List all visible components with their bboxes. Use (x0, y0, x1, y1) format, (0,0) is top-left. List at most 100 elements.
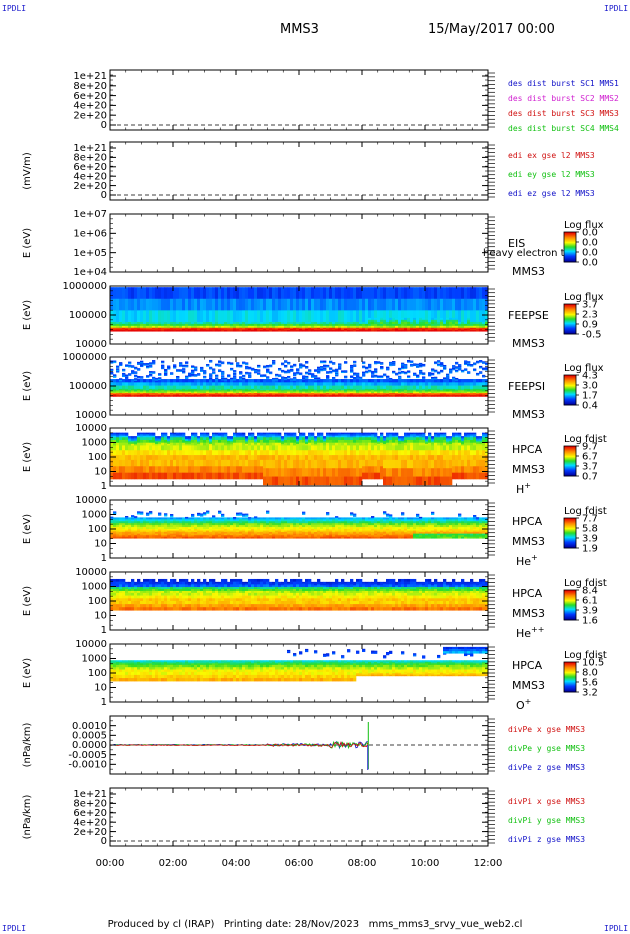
instrument-label: HPCA (512, 515, 543, 528)
ytick-label: 1 (101, 625, 107, 636)
colorbar: 4.33.01.70.4 (563, 371, 598, 412)
ylabel-p9: E (eV) (22, 658, 33, 688)
spacecraft-label: MMS3 (512, 337, 545, 350)
colorbar-tick-label: 0.0 (582, 258, 598, 269)
instrument-label: HPCA (512, 659, 543, 672)
ytick-label: 0.0010 (72, 721, 107, 732)
colorbar-tick-label: 0.0 (582, 238, 598, 249)
colorbar-title: Log flux (564, 292, 604, 303)
ylabel-p7: E (eV) (22, 514, 33, 544)
spectrogram-feepsi (110, 359, 489, 397)
xtick-label: 06:00 (285, 858, 314, 869)
xtick-label: 08:00 (348, 858, 377, 869)
ytick-label: 8e+20 (73, 799, 107, 810)
ytick-label: 1000000 (62, 281, 107, 292)
ytick-label: 0.0000 (72, 740, 107, 751)
ytick-label: 0 (101, 120, 107, 131)
ytick-label: 6e+20 (73, 91, 107, 102)
species-label: He++ (516, 625, 544, 640)
ytick-label: 100 (88, 452, 107, 463)
ytick-label: 0 (101, 190, 107, 201)
spacecraft-label: MMS3 (512, 607, 545, 620)
ylabel-p11: (nPa/km) (22, 795, 33, 840)
ytick-label: 8e+20 (73, 81, 107, 92)
ytick-label: 10000 (75, 639, 107, 650)
ytick-label: -0.0010 (68, 760, 107, 771)
corner-label-bottom-left: IPDLI (2, 924, 27, 933)
colorbar: 3.72.30.9-0.5 (563, 300, 602, 341)
colorbar-title: Log fdist (564, 650, 607, 661)
ytick-label: 1000 (82, 582, 107, 593)
colorbar-tick-label: 4.3 (582, 371, 598, 382)
colorbar-title: Log fdist (564, 506, 607, 517)
ytick-label: 8e+20 (73, 153, 107, 164)
ytick-label: 2e+20 (73, 181, 107, 192)
overlap-note: heavy electron to (483, 248, 571, 259)
instrument-label: HPCA (512, 443, 543, 456)
spacecraft-label: MMS3 (512, 463, 545, 476)
ytick-label: 4e+20 (73, 817, 107, 828)
ylabel-p8: E (eV) (22, 586, 33, 616)
frame-p3 (109, 213, 489, 273)
colorbar-tick-label: 3.9 (582, 534, 598, 545)
ytick-label: 10000 (75, 495, 107, 506)
legend-entry: des dist burst SC1 MMS1 (508, 79, 619, 88)
colorbar-tick-label: 5.6 (582, 678, 598, 689)
ytick-label: 6e+20 (73, 162, 107, 173)
legend-entry: edi ey gse l2 MMS3 (508, 170, 595, 179)
panel-p7: 10000 1000 100 10 1 E (eV) HPCA MMS3 He+ Log fdis… (22, 495, 607, 568)
ytick-label: 100 (88, 668, 107, 679)
colorbar-tick-label: 1.7 (582, 391, 598, 402)
legend-entry: divPe z gse MMS3 (508, 763, 585, 772)
spacecraft-label: MMS3 (512, 265, 545, 278)
spacecraft-label: MMS3 (512, 408, 545, 421)
ytick-label: 1000 (82, 510, 107, 521)
colorbar-tick-label: 1.9 (582, 544, 598, 555)
colorbar-tick-label: 8.0 (582, 668, 598, 679)
legend-entry: edi ex gse l2 MMS3 (508, 151, 595, 160)
panel-p9: 10000 1000 100 10 1 E (eV) HPCA MMS3 O+ Log fdist… (22, 639, 607, 712)
colorbar: 9.76.73.70.7 (563, 442, 598, 483)
colorbar-tick-label: 0.0 (582, 248, 598, 259)
species-label: O+ (516, 697, 531, 712)
ytick-label: 1e+05 (73, 248, 107, 259)
spectrogram-heplus (110, 510, 489, 539)
ytick-label: 2e+20 (73, 827, 107, 838)
legend-entry: divPi z gse MMS3 (508, 835, 585, 844)
ytick-label: 1e+04 (73, 267, 107, 278)
ytick-label: 10 (94, 539, 107, 550)
panel-p5: 1000000 100000 10000 E (eV) FEEPSI MMS3 Log fl… (22, 352, 604, 421)
footer-credit: Produced by cl (IRAP) Printing date: 28/… (107, 919, 523, 930)
xtick-label: 00:00 (96, 858, 125, 869)
colorbar-tick-label: 6.1 (582, 596, 598, 607)
ytick-label: 1e+06 (73, 229, 107, 240)
colorbar-tick-label: 0.4 (582, 401, 598, 412)
ylabel-p10: (nPa/km) (22, 723, 33, 768)
ytick-label: 0 (101, 836, 107, 847)
ylabel-p5: E (eV) (22, 371, 33, 401)
ylabel-p6: E (eV) (22, 442, 33, 472)
colorbar-tick-label: 3.2 (582, 688, 598, 699)
spacecraft-label: MMS3 (512, 679, 545, 692)
legend-entry: des dist burst SC2 MMS2 (508, 94, 619, 103)
panel-p6: 10000 1000 100 10 1 E (eV) HPCA MMS3 H+ Log fdist… (22, 423, 607, 496)
legend-entry: divPe x gse MMS3 (508, 725, 585, 734)
x-axis: 00:00 02:00 04:00 06:00 08:00 10:00 12:00 (96, 858, 503, 869)
spectrogram-hplus (110, 432, 489, 486)
frame-p2 (109, 141, 489, 201)
species-label: He+ (516, 553, 538, 568)
panel-p8: 10000 1000 100 10 1 E (eV) HPCA MMS3 He++ Log fdi… (22, 567, 607, 640)
ytick-label: 10000 (75, 567, 107, 578)
colorbar-tick-label: 7.7 (582, 514, 598, 525)
ytick-label: 1 (101, 481, 107, 492)
ytick-label: 2e+20 (73, 110, 107, 121)
ytick-label: 1e+21 (73, 789, 107, 800)
spectrogram-oplus (110, 646, 489, 682)
ytick-label: 10 (94, 467, 107, 478)
ytick-label: 100 (88, 596, 107, 607)
colorbar-tick-label: 3.0 (582, 381, 598, 392)
spacecraft-title: MMS3 (280, 22, 319, 37)
